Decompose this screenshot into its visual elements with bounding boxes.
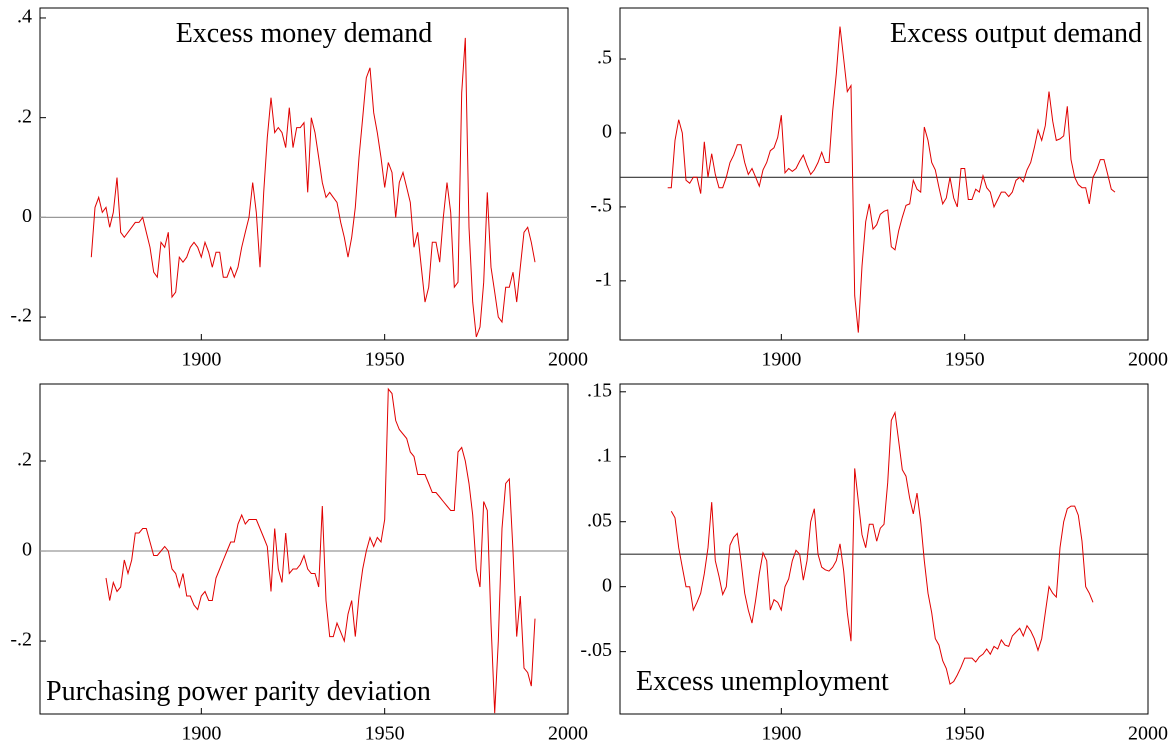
y-tick-label: .15 [587, 379, 612, 401]
x-tick-label: 1950 [365, 723, 405, 745]
x-tick-label: 1900 [761, 723, 801, 745]
data-line [667, 26, 1116, 333]
x-tick-label: 1900 [181, 349, 221, 371]
y-tick-label: -1 [595, 268, 612, 290]
x-tick-label: 1900 [761, 349, 801, 371]
data-line [670, 410, 1094, 685]
y-tick-label: .1 [597, 444, 612, 466]
y-tick-label: .4 [17, 6, 32, 28]
plot-frame [39, 7, 569, 341]
panel-title: Excess output demand [890, 18, 1142, 49]
x-tick-label: 2000 [548, 723, 588, 745]
data-line [90, 37, 536, 338]
y-tick-label: .5 [597, 47, 612, 69]
x-tick-label: 2000 [1128, 349, 1168, 371]
x-tick-label: 1950 [365, 349, 405, 371]
x-tick-label: 2000 [548, 349, 588, 371]
x-tick-label: 1900 [181, 723, 221, 745]
y-tick-label: .2 [17, 449, 32, 471]
plot-frame [619, 383, 1149, 715]
y-tick-label: 0 [22, 205, 32, 227]
panel-title: Purchasing power parity deviation [46, 676, 431, 707]
x-tick-label: 1950 [945, 349, 985, 371]
y-tick-label: .2 [17, 105, 32, 127]
plot-frame [39, 383, 569, 715]
y-tick-label: 0 [602, 574, 612, 596]
panel-title: Excess money demand [176, 18, 433, 49]
x-tick-label: 2000 [1128, 723, 1168, 745]
y-tick-label: -.05 [580, 639, 612, 661]
plot-frame [619, 7, 1149, 341]
x-tick-label: 1950 [945, 723, 985, 745]
y-tick-label: 0 [22, 539, 32, 561]
y-tick-label: -.2 [10, 305, 32, 327]
y-tick-label: -.2 [10, 629, 32, 651]
y-tick-label: -.5 [590, 194, 612, 216]
panel-title: Excess unemployment [636, 666, 889, 697]
data-line [105, 387, 536, 714]
y-tick-label: 0 [602, 121, 612, 143]
y-tick-label: .05 [587, 509, 612, 531]
